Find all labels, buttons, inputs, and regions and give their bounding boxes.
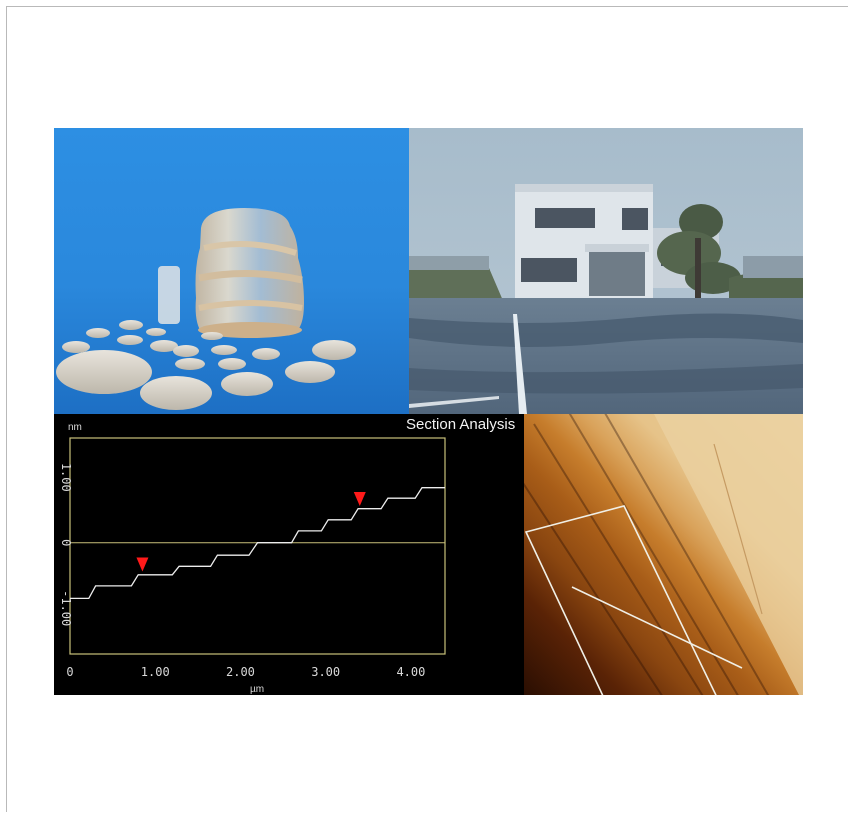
y-tick-label: 1.00	[59, 463, 73, 492]
section-analysis-chart: nm µm 0 1.00 2.00 3.00 4.00 1.00 0 -1.00 Secti…	[54, 414, 524, 695]
x-tick-label: 3.00	[311, 665, 340, 679]
cursor-marker	[353, 492, 366, 506]
plot-frame	[69, 437, 446, 655]
y-tick-label: 0	[59, 539, 73, 546]
x-tick-label: 1.00	[141, 665, 170, 679]
y-tick-label: -1.00	[59, 590, 73, 626]
profile-series-line	[70, 487, 445, 600]
x-tick-label: 2.00	[226, 665, 255, 679]
crystal-wafers-photo	[54, 128, 409, 414]
chart-title: Section Analysis	[406, 416, 516, 433]
x-tick-label: 0	[66, 665, 73, 679]
section-analysis-plot: nm µm 0 1.00 2.00 3.00 4.00 1.00 0 -1.00	[59, 422, 446, 695]
page-frame	[6, 6, 848, 812]
building-photo	[409, 128, 803, 414]
afm-topography-image	[524, 414, 803, 695]
x-tick-label: 4.00	[396, 665, 425, 679]
x-unit-label: µm	[250, 684, 264, 695]
image-collage: nm µm 0 1.00 2.00 3.00 4.00 1.00 0 -1.00 Secti…	[54, 128, 803, 695]
cursor-marker	[136, 557, 149, 572]
y-unit-label: nm	[68, 422, 82, 433]
